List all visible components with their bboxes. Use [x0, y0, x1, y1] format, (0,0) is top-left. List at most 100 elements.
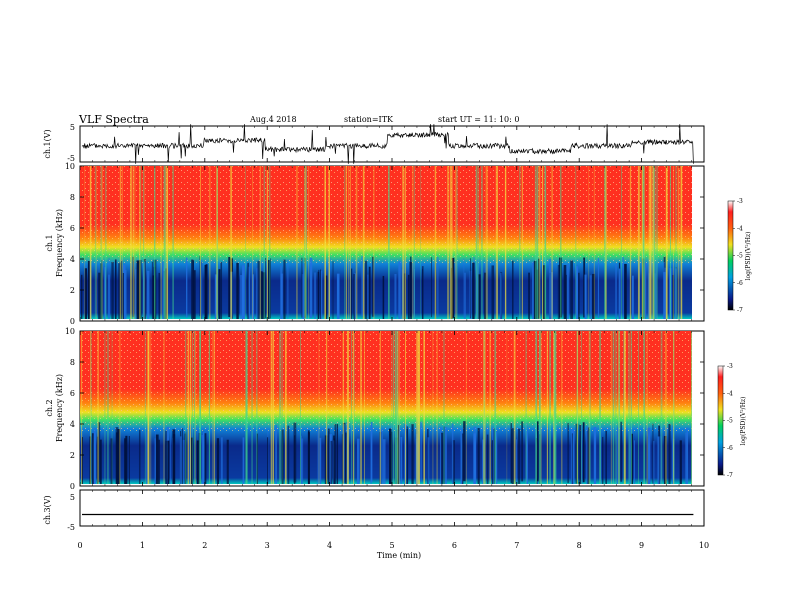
sferic-dark: [287, 425, 290, 484]
sferic-dark: [686, 427, 688, 484]
ch2-colorbar: -3 -4 -5 -6 -7 log(PSD)(V²/Hz): [717, 363, 747, 479]
sferic-line: [230, 166, 233, 319]
sferic-dark: [179, 436, 183, 484]
sferic-dark: [572, 429, 575, 484]
sferic-line: [404, 166, 406, 319]
sferic-line: [653, 166, 656, 319]
y-tick-label: 2: [70, 286, 75, 295]
sferic-dark: [353, 273, 356, 319]
sferic-dark: [670, 268, 673, 319]
sferic-dark: [356, 438, 360, 484]
sferic-dark: [382, 439, 386, 484]
sferic-dark: [136, 260, 140, 319]
sferic-dark: [98, 422, 101, 483]
ch1-spectrogram-yticks: 0 2 4 6 8 10: [65, 162, 704, 326]
sferic-line: [673, 331, 675, 484]
sferic-dark: [400, 436, 403, 484]
sferic-line: [96, 166, 97, 319]
sferic-dark: [647, 427, 651, 484]
ch1-spectrogram-panel: 0 2 4 6 8 10 ch.1 Frequency (kHz): [45, 162, 705, 326]
sferic-dark: [98, 272, 101, 319]
sferic-line: [549, 331, 551, 484]
sferic-dark: [618, 268, 621, 319]
sferic-line: [379, 331, 381, 484]
sferic-dark: [492, 428, 494, 484]
sferic-dark: [172, 434, 176, 484]
sferic-dark: [334, 424, 337, 484]
ch1-waveform-ylabel: ch.1(V): [43, 129, 52, 158]
sferic-line: [652, 166, 655, 319]
sferic-dark: [248, 266, 251, 319]
sferic-dark: [370, 424, 372, 484]
sferic-dark: [364, 260, 368, 319]
colorbar-tick-label: -5: [727, 418, 733, 425]
x-tick-label: 9: [639, 541, 644, 550]
sferic-line: [638, 166, 640, 319]
sferic-dark: [394, 273, 397, 319]
sferic-dark: [557, 264, 561, 319]
sferic-dark: [672, 274, 674, 319]
sferic-line: [495, 166, 497, 319]
sferic-line: [263, 166, 266, 319]
sferic-dark: [582, 422, 585, 483]
sferic-line: [536, 166, 539, 319]
sferic-dark: [87, 260, 90, 319]
sferic-line: [665, 331, 667, 484]
sferic-dark: [216, 438, 220, 484]
sferic-dark: [121, 260, 123, 319]
sferic-line: [546, 331, 548, 484]
sferic-dark: [240, 275, 243, 319]
sferic-line: [89, 166, 91, 319]
sferic-line: [163, 331, 165, 484]
sferic-dark: [201, 435, 203, 484]
sferic-line: [649, 166, 652, 319]
sferic-line: [328, 166, 330, 319]
sferic-dark: [537, 421, 539, 482]
sferic-dark: [512, 260, 513, 319]
sferic-dark: [549, 259, 552, 319]
sferic-dark: [657, 436, 660, 484]
sferic-line: [593, 166, 595, 319]
sferic-dark: [301, 274, 304, 319]
sferic-dark: [257, 260, 260, 319]
y-tick-label: 0: [70, 482, 75, 491]
sferic-dark: [578, 272, 580, 319]
sferic-dark: [191, 259, 194, 319]
sferic-dark: [170, 429, 171, 484]
sferic-dark: [193, 270, 196, 319]
sferic-dark: [567, 423, 569, 484]
sferic-dark: [566, 264, 569, 319]
sferic-line: [418, 331, 420, 484]
sferic-line: [325, 331, 328, 484]
ch1-ytick-top: 5: [70, 123, 75, 132]
sferic-line: [172, 166, 174, 319]
sferic-dark: [469, 258, 471, 319]
sferic-dark: [616, 432, 618, 484]
sferic-line: [525, 331, 527, 484]
sferic-dark: [398, 261, 401, 319]
sferic-dark: [317, 427, 319, 484]
sferic-dark: [162, 261, 165, 319]
sferic-line: [451, 166, 453, 319]
ch1-waveform-frame: [79, 125, 705, 163]
ch1-colorbar-scale: [727, 200, 734, 311]
sferic-line: [373, 166, 375, 319]
sferic-dark: [351, 268, 353, 319]
sferic-line: [641, 166, 643, 319]
ch3-ytick-top: 5: [70, 493, 75, 502]
sferic-dark: [450, 267, 453, 319]
sferic-dark: [167, 440, 170, 484]
sferic-dark: [111, 262, 114, 319]
sferic-line: [397, 331, 398, 484]
sferic-dark: [491, 265, 494, 319]
sferic-line: [673, 166, 675, 319]
sferic-dark: [165, 430, 167, 484]
sferic-dark: [584, 274, 587, 319]
sferic-line: [105, 166, 107, 319]
sferic-dark: [411, 424, 414, 484]
colorbar-tick-label: -7: [727, 472, 733, 479]
sferic-line: [246, 331, 248, 484]
sferic-dark: [97, 436, 99, 484]
sferic-dark: [543, 265, 546, 319]
